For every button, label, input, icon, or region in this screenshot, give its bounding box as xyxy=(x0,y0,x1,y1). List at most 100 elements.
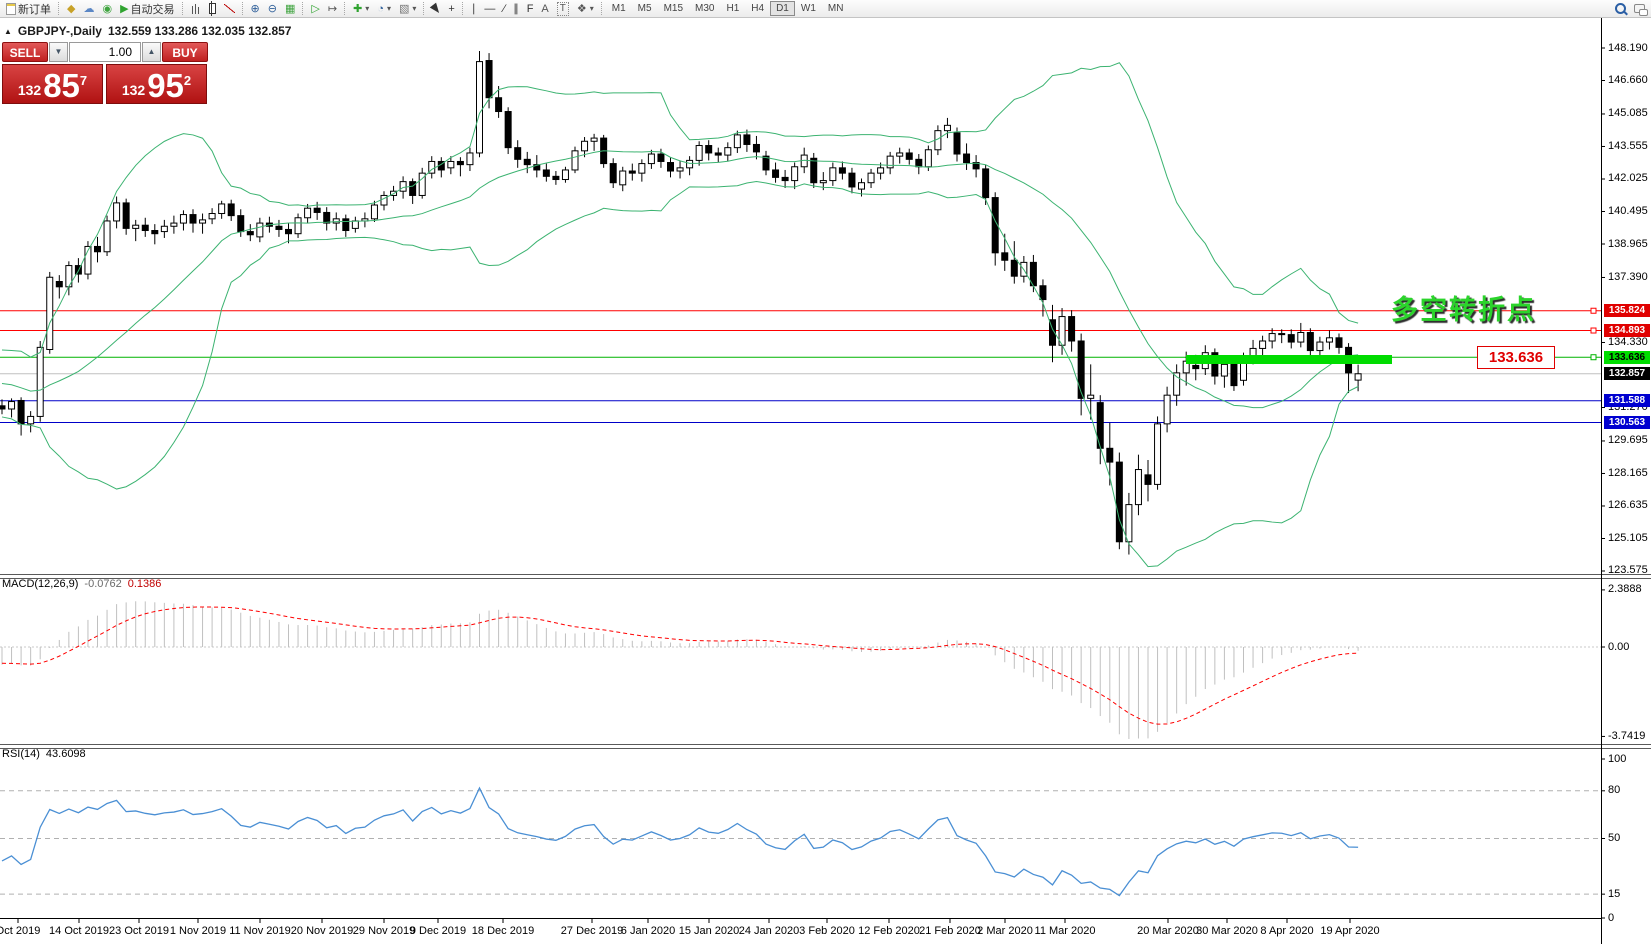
candle-body xyxy=(819,180,827,184)
sell-button[interactable]: SELL xyxy=(2,42,48,62)
timeframe-m15[interactable]: M15 xyxy=(663,3,684,14)
date-tick-label: 14 Oct 2019 xyxy=(49,925,109,937)
zoom-in-icon[interactable]: ⊕ xyxy=(250,2,260,15)
candle-body xyxy=(896,152,904,157)
candle-body xyxy=(1125,504,1133,543)
vertical-line-icon[interactable]: ∣ xyxy=(470,2,477,15)
candle-body xyxy=(304,207,312,219)
new-order-button[interactable]: 新订单 xyxy=(2,1,55,17)
timeframe-mn[interactable]: MN xyxy=(827,3,844,14)
timeframe-h1[interactable]: H1 xyxy=(726,3,740,14)
macd-rsi-separator[interactable] xyxy=(0,744,1651,749)
buy-price-base: 132 xyxy=(121,82,146,98)
sell-price-sup: 7 xyxy=(79,73,88,88)
crosshair-icon[interactable]: + xyxy=(448,2,455,15)
candle-body xyxy=(218,203,226,215)
candle-body xyxy=(858,182,865,190)
autotrading-button[interactable]: ▶ 自动交易 xyxy=(120,2,175,16)
timeframe-d1[interactable]: D1 xyxy=(770,1,795,16)
line-chart-icon[interactable] xyxy=(220,1,239,17)
volume-down-button[interactable]: ▼ xyxy=(49,42,68,62)
candle-body xyxy=(695,145,703,161)
text-label-icon[interactable]: T xyxy=(553,1,573,17)
date-tick-label: 2 Mar 2020 xyxy=(977,925,1033,937)
templates-icon[interactable]: ▧ ▾ xyxy=(398,2,417,15)
volume-up-button[interactable]: ▲ xyxy=(142,42,161,62)
horizontal-line-icon[interactable]: — xyxy=(484,2,496,15)
candle-body xyxy=(504,111,512,149)
navigator-icon[interactable]: ☁ xyxy=(83,2,95,15)
turning-point-annotation[interactable]: 多空转折点 xyxy=(1391,295,1536,325)
candle-body xyxy=(848,172,856,188)
bar-chart-icon[interactable] xyxy=(187,1,205,17)
timeframe-m1[interactable]: M1 xyxy=(611,3,626,14)
sell-price-display[interactable]: 132 85 7 xyxy=(2,64,103,104)
tile-windows-icon[interactable]: ▦ xyxy=(284,2,296,15)
chat-icon[interactable] xyxy=(1630,1,1649,17)
timeframe-h4[interactable]: H4 xyxy=(751,3,765,14)
candle-body xyxy=(552,175,560,181)
candle-body xyxy=(523,158,531,166)
zoom-out-icon[interactable]: ⊖ xyxy=(267,2,277,15)
periods-icon[interactable]: ◔ ▾ xyxy=(377,2,391,15)
line-anchor-handle[interactable] xyxy=(1590,354,1597,361)
volume-field[interactable]: 1.00 xyxy=(69,42,141,62)
date-tick-label: 20 Mar 2020 xyxy=(1137,925,1199,937)
cursor-icon[interactable] xyxy=(428,1,444,17)
main-macd-separator[interactable] xyxy=(0,574,1651,579)
text-icon[interactable]: A xyxy=(541,2,549,15)
buy-button[interactable]: BUY xyxy=(162,42,208,62)
macd-tick-label: 2.3888 xyxy=(1608,583,1642,596)
one-click-trading-panel: SELL ▼ 1.00 ▲ BUY 132 85 7 132 95 2 xyxy=(2,42,210,104)
equidistant-channel-icon[interactable]: ∥ xyxy=(513,2,519,15)
candlestick-chart-icon[interactable] xyxy=(205,1,220,17)
date-tick-label: 9 Dec 2019 xyxy=(409,925,467,937)
candle-body xyxy=(867,172,875,184)
line-anchor-handle[interactable] xyxy=(1590,327,1597,334)
candle-body xyxy=(122,202,130,229)
price-callout-label[interactable]: 133.636 xyxy=(1477,346,1555,369)
price-tick-label: 140.495 xyxy=(1608,204,1648,217)
trendline-icon[interactable]: ∕ xyxy=(503,2,506,15)
candle-body xyxy=(1268,333,1276,342)
timeframe-w1[interactable]: W1 xyxy=(800,3,816,14)
rsi-tick-label: 15 xyxy=(1608,887,1621,900)
buy-price-big: 95 xyxy=(147,67,184,104)
fibonacci-icon[interactable]: F xyxy=(526,2,534,15)
support-highlight-bar[interactable] xyxy=(1186,355,1392,364)
toolbar-separator xyxy=(600,2,603,15)
candle-body xyxy=(1039,285,1047,301)
panel-collapse-icon[interactable]: ▲ xyxy=(4,26,12,36)
candle-body xyxy=(151,230,159,235)
price-axis[interactable]: 148.190 146.660 145.085 143.555 142.025 140.4… xyxy=(1601,18,1651,944)
chart-shift-icon[interactable]: ↦ xyxy=(327,2,338,15)
auto-scroll-icon[interactable]: ▷ xyxy=(311,2,320,15)
buy-price-sup: 2 xyxy=(183,73,192,88)
candle-body xyxy=(495,97,503,113)
line-anchor-handle[interactable] xyxy=(1590,307,1597,314)
toolbar-separator xyxy=(344,2,346,15)
date-tick-label: 12 Feb 2020 xyxy=(858,925,920,937)
timeframe-m5[interactable]: M5 xyxy=(637,3,652,14)
arrows-icon[interactable]: ❖ ▾ xyxy=(576,2,594,15)
time-axis[interactable]: Oct 2019 14 Oct 2019 23 Oct 2019 1 Nov 2019… xyxy=(0,918,1601,944)
candle-body xyxy=(246,231,254,236)
candle-body xyxy=(542,169,550,177)
date-tick-label: 23 Oct 2019 xyxy=(109,925,169,937)
candle-body xyxy=(1259,340,1267,349)
candle-body xyxy=(1278,333,1286,336)
candle-body xyxy=(342,218,350,232)
date-tick-label: 6 Jan 2020 xyxy=(620,925,676,937)
candle-body xyxy=(1068,316,1076,342)
buy-price-display[interactable]: 132 95 2 xyxy=(106,64,207,104)
market-watch-icon[interactable]: ◆ xyxy=(67,2,76,15)
indicators-icon[interactable]: ✚ ▾ xyxy=(353,2,370,15)
chart-ohlc-line: ▲ GBPJPY-,Daily 132.559 133.286 132.035 … xyxy=(4,24,291,38)
rsi-tick-label: 80 xyxy=(1608,784,1621,797)
search-icon[interactable] xyxy=(1611,1,1630,17)
terminal-icon[interactable]: ◉ xyxy=(102,2,113,15)
date-tick-label: 27 Dec 2019 xyxy=(560,925,624,937)
timeframe-m30[interactable]: M30 xyxy=(695,3,715,14)
candle-body xyxy=(724,147,732,156)
